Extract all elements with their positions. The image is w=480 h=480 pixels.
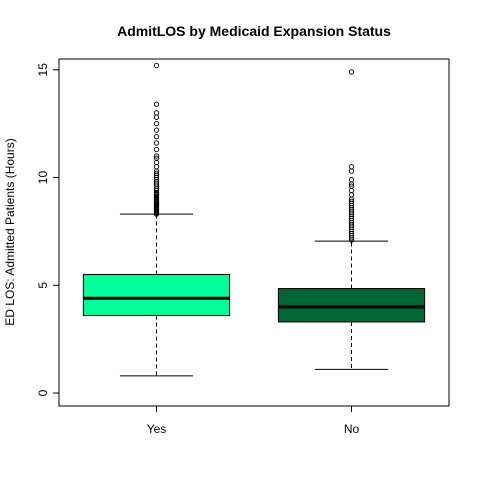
- y-tick-label-10: 10: [36, 171, 50, 185]
- box-yes: [82, 274, 231, 316]
- outlier-point-yes-38: [153, 127, 160, 133]
- y-tick-label-5: 5: [36, 282, 50, 289]
- outlier-point-no-24: [348, 177, 355, 183]
- box-group-no: [277, 69, 426, 370]
- outlier-point-no-20: [348, 192, 355, 198]
- outlier-point-yes-29: [153, 170, 160, 176]
- outlier-point-no-26: [348, 164, 355, 170]
- outlier-point-yes-41: [153, 110, 160, 116]
- outlier-point-yes-42: [153, 101, 160, 107]
- chart-title: AdmitLOS by Medicaid Expansion Status: [117, 23, 391, 39]
- outlier-point-yes-40: [153, 114, 160, 120]
- outlier-point-no-21: [348, 187, 355, 194]
- y-tick-label-15: 15: [36, 63, 50, 77]
- outlier-point-no-25: [348, 168, 355, 174]
- outlier-point-yes-36: [153, 140, 160, 146]
- outlier-point-no-27: [348, 69, 355, 75]
- plot-frame: [58, 58, 450, 407]
- x-tick-label-no: No: [344, 422, 360, 436]
- chart-axes: Yes No 0 5 10 15: [36, 63, 359, 436]
- outlier-point-yes-32: [153, 159, 160, 166]
- box-group-yes: [82, 62, 231, 377]
- y-axis-label: ED LOS: Admitted Patients (Hours): [3, 138, 17, 325]
- box-no: [277, 288, 426, 323]
- outlier-point-yes-31: [153, 164, 160, 170]
- outlier-point-yes-34: [153, 153, 160, 159]
- x-tick-label-yes: Yes: [147, 422, 167, 436]
- outlier-point-yes-43: [153, 62, 160, 69]
- outlier-point-yes-39: [153, 121, 160, 127]
- y-tick-label-0: 0: [36, 389, 50, 396]
- outlier-point-yes-33: [153, 155, 160, 161]
- outlier-point-yes-37: [153, 133, 160, 140]
- outlier-point-no-18: [348, 198, 355, 204]
- outlier-point-no-22: [348, 183, 355, 189]
- chart-marks: [82, 62, 426, 377]
- outlier-point-yes-35: [153, 146, 160, 153]
